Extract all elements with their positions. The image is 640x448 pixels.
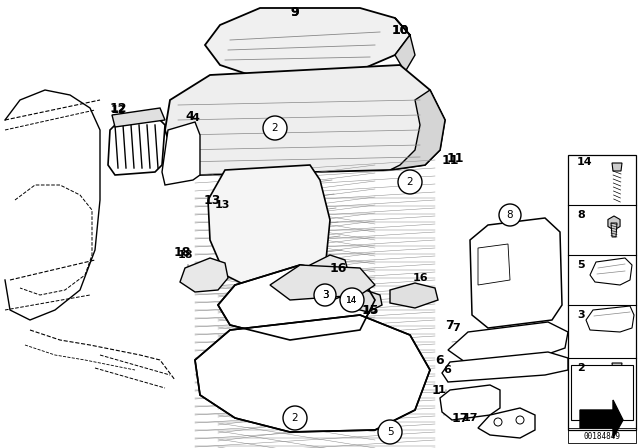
Text: 12: 12	[109, 102, 127, 115]
Circle shape	[378, 420, 402, 444]
Text: 18: 18	[177, 250, 193, 260]
Text: 18: 18	[173, 246, 191, 258]
Text: 2: 2	[406, 177, 413, 187]
Polygon shape	[470, 218, 562, 328]
Text: 13: 13	[204, 194, 221, 207]
Text: 12: 12	[110, 105, 125, 115]
Text: 15: 15	[362, 305, 378, 315]
Text: 7: 7	[452, 323, 460, 333]
Text: 11: 11	[446, 151, 464, 164]
Text: 14: 14	[346, 296, 358, 305]
Polygon shape	[180, 258, 228, 292]
Text: 11: 11	[441, 154, 459, 167]
Polygon shape	[208, 165, 330, 290]
Polygon shape	[350, 290, 382, 312]
Text: 3: 3	[577, 310, 584, 320]
Polygon shape	[442, 352, 568, 382]
Circle shape	[263, 116, 287, 140]
Polygon shape	[611, 223, 617, 237]
Polygon shape	[586, 306, 634, 332]
Polygon shape	[580, 400, 623, 438]
Polygon shape	[205, 8, 410, 75]
Text: 14: 14	[577, 157, 593, 167]
Text: 9: 9	[291, 5, 300, 18]
Polygon shape	[112, 108, 165, 127]
Text: 14: 14	[346, 296, 358, 305]
Polygon shape	[165, 65, 445, 175]
Polygon shape	[218, 265, 375, 340]
Polygon shape	[162, 122, 200, 185]
Polygon shape	[390, 283, 438, 308]
Circle shape	[315, 285, 335, 305]
Polygon shape	[108, 115, 165, 175]
Polygon shape	[270, 265, 375, 300]
Circle shape	[398, 170, 422, 194]
Text: 16: 16	[330, 262, 347, 275]
Circle shape	[340, 288, 364, 312]
Polygon shape	[440, 385, 500, 420]
Text: 2: 2	[577, 363, 585, 373]
Text: 16: 16	[412, 273, 428, 283]
Text: 2: 2	[292, 413, 298, 423]
Text: 8: 8	[507, 210, 513, 220]
Polygon shape	[390, 90, 445, 170]
Bar	[568, 155, 636, 430]
Polygon shape	[395, 18, 415, 72]
Text: 1: 1	[431, 383, 440, 396]
Circle shape	[283, 406, 307, 430]
Text: 10: 10	[391, 23, 409, 36]
Text: 7: 7	[445, 319, 454, 332]
Text: 5: 5	[387, 427, 394, 437]
Bar	[571, 365, 633, 420]
Bar	[568, 428, 636, 443]
Polygon shape	[448, 322, 568, 362]
Text: 5: 5	[577, 260, 584, 270]
Text: 17: 17	[463, 413, 479, 423]
Circle shape	[314, 284, 336, 306]
Text: 10: 10	[391, 23, 409, 36]
Text: 9: 9	[291, 5, 300, 18]
Text: 6: 6	[443, 365, 451, 375]
Text: 1: 1	[438, 385, 445, 395]
Polygon shape	[608, 216, 620, 230]
Polygon shape	[612, 363, 622, 371]
Text: 3: 3	[322, 290, 328, 300]
Polygon shape	[478, 408, 535, 438]
Polygon shape	[308, 255, 350, 302]
Text: 2: 2	[272, 123, 278, 133]
Text: 15: 15	[361, 303, 379, 316]
Text: 17: 17	[451, 412, 468, 425]
Text: 6: 6	[436, 353, 444, 366]
Text: 8: 8	[577, 210, 585, 220]
Text: 00184849: 00184849	[584, 431, 621, 440]
Circle shape	[499, 204, 521, 226]
Polygon shape	[612, 163, 622, 171]
Text: 4: 4	[191, 113, 199, 123]
Polygon shape	[195, 315, 430, 432]
Circle shape	[341, 289, 363, 311]
Text: 13: 13	[215, 200, 230, 210]
Polygon shape	[590, 258, 632, 285]
Text: 4: 4	[186, 109, 195, 122]
Text: 3: 3	[322, 290, 328, 300]
